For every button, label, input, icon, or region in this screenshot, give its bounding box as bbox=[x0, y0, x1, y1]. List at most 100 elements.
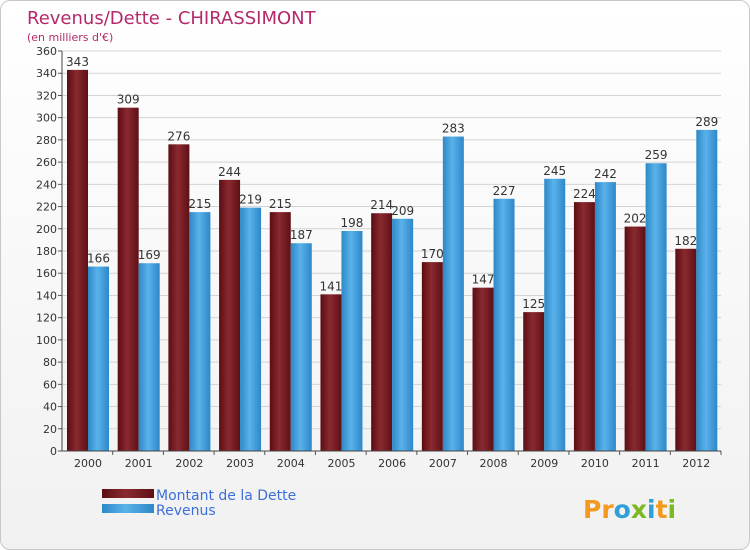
bar-debt bbox=[269, 212, 291, 451]
bar-revenus bbox=[645, 163, 667, 451]
y-tick-label: 120 bbox=[36, 312, 57, 325]
bar-value-label: 169 bbox=[138, 248, 161, 262]
y-tick-label: 340 bbox=[36, 67, 57, 80]
y-tick-label: 100 bbox=[36, 334, 57, 347]
bar-value-label: 227 bbox=[493, 184, 516, 198]
bar-debt bbox=[472, 287, 494, 451]
bar-debt bbox=[219, 179, 241, 451]
bar-value-label: 309 bbox=[117, 93, 140, 107]
bar-value-label: 166 bbox=[87, 252, 110, 266]
x-tick-label: 2001 bbox=[125, 457, 153, 470]
y-axis-ticks: 0 20 40 60 80 100 120 140 160 180 200 220 240 260 280 3… bbox=[36, 45, 62, 458]
bar-value-label: 215 bbox=[269, 197, 292, 211]
bar-value-label: 209 bbox=[391, 204, 414, 218]
bar-debt bbox=[371, 213, 393, 451]
bar-value-label: 182 bbox=[674, 234, 697, 248]
bar-revenus bbox=[493, 198, 515, 451]
bar-value-label: 215 bbox=[188, 197, 211, 211]
bar-revenus bbox=[341, 231, 363, 451]
bar-value-label: 276 bbox=[167, 129, 190, 143]
bar-value-label: 224 bbox=[573, 187, 596, 201]
y-tick-label: 280 bbox=[36, 134, 57, 147]
bar-value-label: 187 bbox=[290, 228, 313, 242]
bar-value-label: 198 bbox=[341, 216, 364, 230]
bar-value-label: 244 bbox=[218, 165, 241, 179]
bar-revenus bbox=[240, 207, 262, 451]
logo-letter: i bbox=[647, 495, 656, 524]
logo-letter: o bbox=[614, 495, 631, 524]
y-tick-label: 300 bbox=[36, 112, 57, 125]
legend: Montant de la Dette Revenus bbox=[102, 488, 296, 519]
x-tick-label: 2003 bbox=[226, 457, 254, 470]
y-tick-label: 140 bbox=[36, 289, 57, 302]
bar-revenus bbox=[544, 178, 566, 451]
x-tick-label: 2000 bbox=[74, 457, 102, 470]
chart-subtitle: (en milliers d'€) bbox=[27, 31, 113, 44]
bar-value-label: 125 bbox=[522, 297, 545, 311]
bar-debt bbox=[523, 312, 545, 451]
bar-value-label: 283 bbox=[442, 122, 465, 136]
chart-title: Revenus/Dette - CHIRASSIMONT bbox=[27, 8, 317, 29]
x-tick-label: 2011 bbox=[632, 457, 660, 470]
bar-debt bbox=[320, 294, 342, 451]
legend-label-debt: Montant de la Dette bbox=[156, 488, 296, 504]
legend-swatch-revenus bbox=[102, 504, 154, 513]
logo-letter: i bbox=[668, 495, 677, 524]
bar-debt bbox=[168, 144, 190, 452]
y-tick-label: 80 bbox=[43, 356, 57, 369]
x-tick-label: 2004 bbox=[277, 457, 305, 470]
bars bbox=[67, 69, 718, 452]
x-tick-label: 2009 bbox=[530, 457, 558, 470]
logo-letter: P bbox=[583, 495, 601, 524]
x-tick-label: 2008 bbox=[480, 457, 508, 470]
bar-value-label: 343 bbox=[66, 55, 89, 69]
bar-value-label: 214 bbox=[370, 198, 393, 212]
bar-revenus bbox=[290, 243, 312, 451]
y-tick-label: 40 bbox=[43, 401, 57, 414]
bar-revenus bbox=[442, 136, 464, 452]
legend-label-revenus: Revenus bbox=[156, 503, 216, 519]
bar-revenus bbox=[189, 212, 211, 451]
y-tick-label: 160 bbox=[36, 267, 57, 280]
bar-value-label: 219 bbox=[239, 193, 262, 207]
bar-value-label: 259 bbox=[645, 148, 668, 162]
bar-revenus bbox=[392, 218, 414, 451]
bar-debt bbox=[624, 226, 646, 451]
legend-swatch-debt bbox=[102, 489, 154, 498]
bar-revenus bbox=[88, 266, 109, 451]
x-tick-label: 2002 bbox=[175, 457, 203, 470]
logo-letter: r bbox=[601, 495, 614, 524]
bar-debt bbox=[117, 107, 139, 452]
x-tick-label: 2012 bbox=[682, 457, 710, 470]
bar-value-label: 289 bbox=[695, 115, 718, 129]
bar-debt bbox=[573, 202, 595, 451]
bar-value-label: 245 bbox=[543, 164, 566, 178]
x-tick-label: 2006 bbox=[378, 457, 406, 470]
y-tick-label: 60 bbox=[43, 378, 57, 391]
y-tick-label: 260 bbox=[36, 156, 57, 169]
y-tick-label: 360 bbox=[36, 45, 57, 58]
proxiti-logo: Proxiti bbox=[583, 495, 676, 524]
logo-letter: x bbox=[631, 495, 647, 524]
bar-value-label: 141 bbox=[320, 279, 343, 293]
y-tick-label: 220 bbox=[36, 201, 57, 214]
bar-revenus bbox=[138, 263, 160, 451]
y-tick-label: 0 bbox=[50, 445, 57, 458]
x-tick-label: 2007 bbox=[429, 457, 457, 470]
x-tick-label: 2005 bbox=[327, 457, 355, 470]
bar-debt bbox=[675, 248, 697, 451]
bar-value-label: 242 bbox=[594, 167, 617, 181]
bar-debt bbox=[67, 69, 88, 451]
bar-revenus bbox=[594, 182, 616, 451]
x-axis-ticks: 2000 2001 2002 2003 2004 2005 2006 2007 2008 2009… bbox=[74, 451, 722, 470]
bar-value-label: 147 bbox=[472, 273, 495, 287]
x-tick-label: 2010 bbox=[581, 457, 609, 470]
bar-revenus bbox=[696, 129, 718, 451]
y-tick-label: 200 bbox=[36, 223, 57, 236]
bar-value-label: 202 bbox=[624, 212, 647, 226]
bar-value-label: 170 bbox=[421, 247, 444, 261]
axes bbox=[61, 51, 721, 452]
